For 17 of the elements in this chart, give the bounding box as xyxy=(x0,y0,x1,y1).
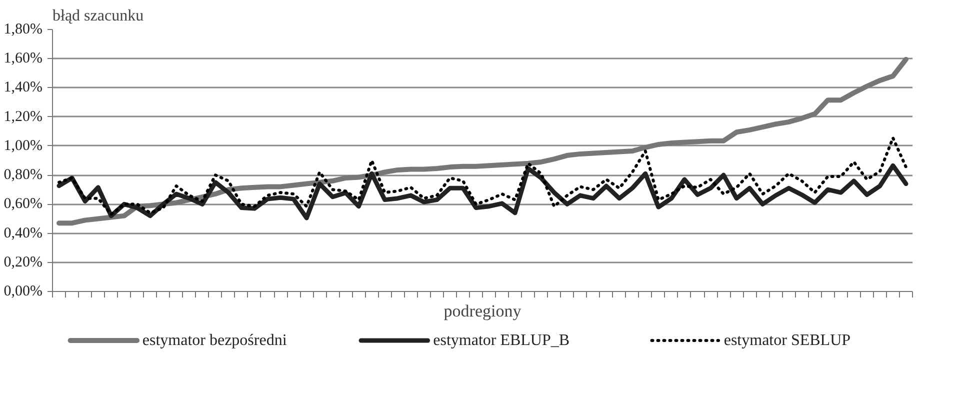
y-tick-label: 1,80% xyxy=(4,22,43,38)
y-tick-label: 1,60% xyxy=(4,50,43,67)
legend-label: estymator bezpośredni xyxy=(142,332,288,349)
x-axis-title: podregiony xyxy=(444,302,522,320)
line-series xyxy=(56,163,908,220)
y-tick-label: 1,00% xyxy=(4,138,43,154)
y-tick-label: 0,40% xyxy=(4,225,43,242)
y-tick-label: 1,40% xyxy=(4,80,43,96)
y-tick-label: 0,20% xyxy=(4,254,43,270)
y-axis-title: błąd szacunku xyxy=(52,8,144,24)
y-tick-label: 0,80% xyxy=(4,167,43,184)
legend-label: estymator SEBLUP xyxy=(724,332,851,349)
legend-label: estymator EBLUP_B xyxy=(433,332,570,349)
line-series xyxy=(58,136,908,216)
y-tick-label: 0,60% xyxy=(4,196,43,212)
y-tick-label: 1,20% xyxy=(4,108,43,125)
y-tick-label: 0,00% xyxy=(4,284,43,300)
